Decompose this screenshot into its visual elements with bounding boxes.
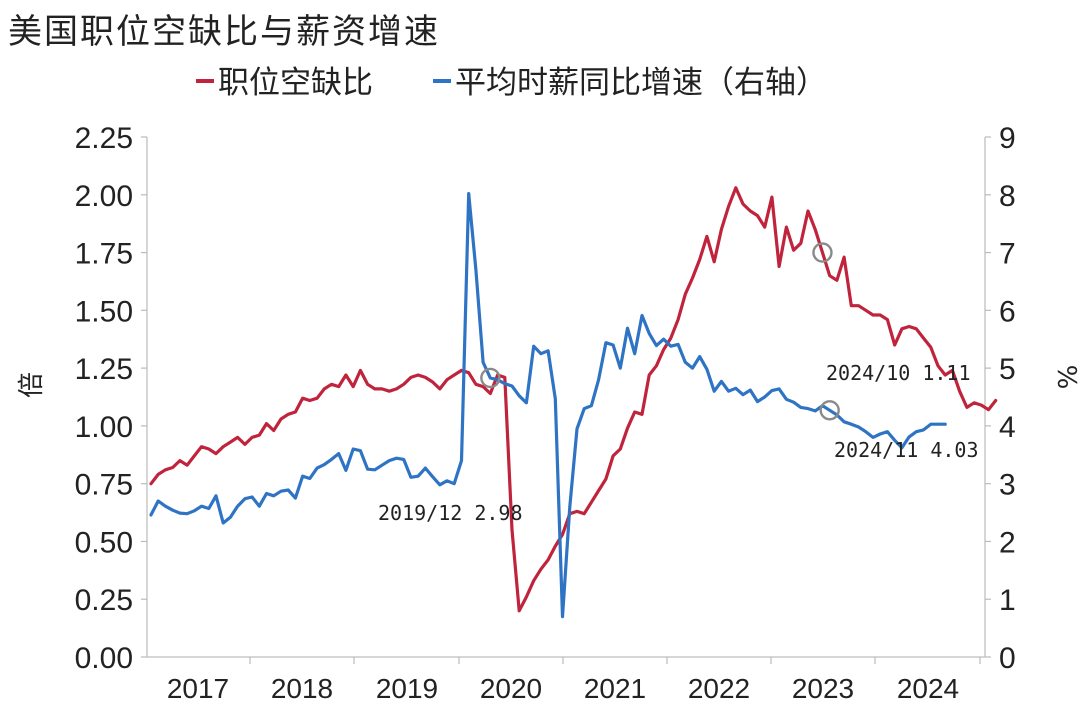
legend: 职位空缺比 平均时薪同比增速（右轴） — [196, 65, 827, 101]
series-line-wage-growth — [149, 192, 947, 619]
left-tick-label: 2.00 — [75, 180, 133, 213]
right-tick-label: 0 — [999, 642, 1016, 675]
annotation-label: 2024/11 4.03 — [834, 438, 979, 462]
x-tick-label: 2020 — [480, 673, 542, 704]
right-tick-label: 2 — [999, 526, 1016, 559]
right-tick-label: 5 — [999, 353, 1016, 386]
x-tick-label: 2023 — [792, 673, 854, 704]
legend-label-vacancy-ratio: 职位空缺比 — [218, 65, 373, 101]
right-axis-title: % — [1051, 365, 1080, 390]
right-tick-label: 4 — [999, 411, 1016, 444]
right-tick-label: 8 — [999, 180, 1016, 213]
left-tick-label: 1.25 — [75, 353, 133, 386]
right-tick-label: 3 — [999, 469, 1016, 502]
x-tick-label: 2017 — [167, 673, 229, 704]
x-tick-label: 2024 — [897, 673, 959, 704]
right-tick-label: 1 — [999, 584, 1016, 617]
left-tick-label: 0.75 — [75, 469, 133, 502]
legend-label-wage-growth: 平均时薪同比增速（右轴） — [455, 65, 827, 101]
annotation-label: 2024/10 1.11 — [826, 361, 971, 385]
left-tick-label: 2.25 — [75, 122, 133, 155]
x-tick-label: 2019 — [376, 673, 438, 704]
left-tick-label: 0.50 — [75, 526, 133, 559]
annotation-marker — [819, 400, 840, 421]
annotation-layer: 2019/12 2.98 2024/10 1.11 2024/11 4.03 — [378, 242, 979, 525]
series-line-vacancy-ratio — [149, 186, 998, 613]
annotation-label: 2019/12 2.98 — [378, 501, 523, 525]
x-tick-label: 2021 — [584, 673, 646, 704]
left-tick-label: 1.00 — [75, 411, 133, 444]
annotation-marker — [480, 367, 501, 389]
right-tick-label: 7 — [999, 238, 1016, 271]
left-tick-label: 0.25 — [75, 584, 133, 617]
left-tick-label: 0.00 — [75, 642, 133, 675]
x-tick-label: 2022 — [688, 673, 750, 704]
left-tick-label: 1.50 — [75, 295, 133, 328]
axes: 0.00 0.25 0.50 0.75 1.00 1.25 1.50 1.75 2.00 2.25… — [17, 122, 1080, 704]
left-tick-label: 1.75 — [75, 238, 133, 271]
right-tick-label: 6 — [999, 295, 1016, 328]
right-tick-label: 9 — [999, 122, 1016, 155]
series-layer — [149, 186, 998, 619]
annotation-marker — [812, 242, 833, 263]
chart-title: 美国职位空缺比与薪资增速 — [8, 12, 440, 52]
left-axis-title: 倍 — [17, 372, 47, 398]
x-tick-label: 2018 — [271, 673, 333, 704]
